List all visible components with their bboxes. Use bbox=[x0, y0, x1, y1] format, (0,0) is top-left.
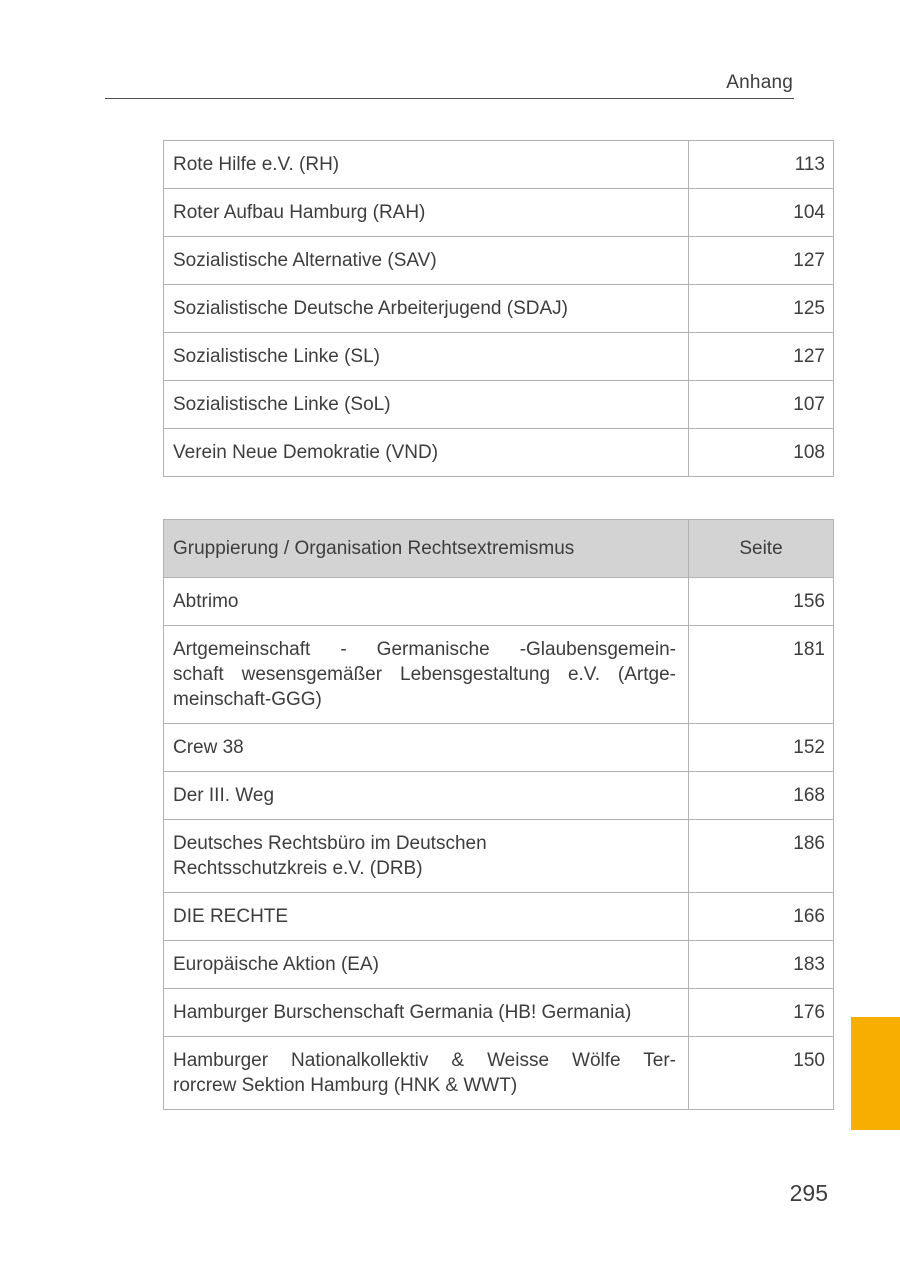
org-name-cell: Hamburger Nationalkollektiv & Weisse Wöl… bbox=[163, 1036, 689, 1110]
org-name-line: schaft wesensgemäßer Lebensgestaltung e.… bbox=[173, 664, 676, 685]
page-ref-cell: 181 bbox=[688, 625, 834, 724]
page-ref-cell: 176 bbox=[688, 988, 834, 1037]
table-row: Artgemeinschaft - Germanische -Glaubensg… bbox=[163, 625, 834, 724]
table-row: DIE RECHTE 166 bbox=[163, 892, 834, 941]
org-name-cell: Hamburger Burschenschaft Germania (HB! G… bbox=[163, 988, 689, 1037]
org-name-cell: Sozialistische Linke (SoL) bbox=[163, 380, 689, 429]
org-name-cell: Artgemeinschaft - Germanische -Glaubensg… bbox=[163, 625, 689, 724]
page-ref-cell: 186 bbox=[688, 819, 834, 893]
org-name-cell: Sozialistische Linke (SL) bbox=[163, 332, 689, 381]
column-header-gruppierung: Gruppierung / Organisation Rechtsextremi… bbox=[163, 519, 689, 578]
page-ref-cell: 108 bbox=[688, 428, 834, 477]
org-name-cell: Der III. Weg bbox=[163, 771, 689, 820]
org-name-cell: Sozialistische Deutsche Arbeiterjugend (… bbox=[163, 284, 689, 333]
page-ref-cell: 125 bbox=[688, 284, 834, 333]
page-ref-cell: 150 bbox=[688, 1036, 834, 1110]
org-name-cell: Rote Hilfe e.V. (RH) bbox=[163, 140, 689, 189]
table-row: Verein Neue Demokratie (VND) 108 bbox=[163, 428, 834, 477]
table-row: Europäische Aktion (EA) 183 bbox=[163, 940, 834, 989]
org-name-cell: DIE RECHTE bbox=[163, 892, 689, 941]
table-row: Sozialistische Linke (SoL) 107 bbox=[163, 380, 834, 429]
page-ref-cell: 152 bbox=[688, 723, 834, 772]
page-ref-cell: 166 bbox=[688, 892, 834, 941]
table-row: Sozialistische Linke (SL) 127 bbox=[163, 332, 834, 381]
table-row: Sozialistische Alternative (SAV) 127 bbox=[163, 236, 834, 285]
org-name-line: meinschaft-GGG) bbox=[173, 689, 322, 710]
table-linksextremismus: Rote Hilfe e.V. (RH) 113 Roter Aufbau Ha… bbox=[163, 140, 834, 477]
running-header: Anhang bbox=[726, 72, 793, 93]
page-ref-cell: 168 bbox=[688, 771, 834, 820]
table-row: Hamburger Nationalkollektiv & Weisse Wöl… bbox=[163, 1036, 834, 1110]
page-number: 295 bbox=[789, 1180, 828, 1206]
table-row: Hamburger Burschenschaft Germania (HB! G… bbox=[163, 988, 834, 1037]
page-ref-cell: 107 bbox=[688, 380, 834, 429]
table-row: Rote Hilfe e.V. (RH) 113 bbox=[163, 140, 834, 189]
org-name-line: Hamburger Nationalkollektiv & Weisse Wöl… bbox=[173, 1050, 676, 1071]
page-ref-cell: 156 bbox=[688, 577, 834, 626]
org-name-line: Artgemeinschaft - Germanische -Glaubensg… bbox=[173, 639, 676, 660]
org-name-line: Deutsches Rechtsbüro im Deutschen bbox=[173, 833, 487, 854]
table-rechtsextremismus: Gruppierung / Organisation Rechtsextremi… bbox=[163, 519, 834, 1110]
page-ref-cell: 127 bbox=[688, 236, 834, 285]
org-name-line: rorcrew Sektion Hamburg (HNK & WWT) bbox=[173, 1075, 518, 1096]
org-name-cell: Abtrimo bbox=[163, 577, 689, 626]
table-row: Crew 38 152 bbox=[163, 723, 834, 772]
table-row: Deutsches Rechtsbüro im Deutschen Rechts… bbox=[163, 819, 834, 893]
org-name-line: Rechtsschutzkreis e.V. (DRB) bbox=[173, 858, 423, 879]
page-ref-cell: 127 bbox=[688, 332, 834, 381]
org-name-cell: Europäische Aktion (EA) bbox=[163, 940, 689, 989]
page-ref-cell: 104 bbox=[688, 188, 834, 237]
page-ref-cell: 113 bbox=[688, 140, 834, 189]
table-row: Der III. Weg 168 bbox=[163, 771, 834, 820]
org-name-cell: Sozialistische Alternative (SAV) bbox=[163, 236, 689, 285]
org-name-cell: Crew 38 bbox=[163, 723, 689, 772]
page-ref-cell: 183 bbox=[688, 940, 834, 989]
table-row: Roter Aufbau Hamburg (RAH) 104 bbox=[163, 188, 834, 237]
org-name-cell: Verein Neue Demokratie (VND) bbox=[163, 428, 689, 477]
org-name-cell: Deutsches Rechtsbüro im Deutschen Rechts… bbox=[163, 819, 689, 893]
table-row: Abtrimo 156 bbox=[163, 577, 834, 626]
table-row: Sozialistische Deutsche Arbeiterjugend (… bbox=[163, 284, 834, 333]
header-rule bbox=[105, 98, 794, 99]
column-header-seite: Seite bbox=[688, 519, 834, 578]
org-name-cell: Roter Aufbau Hamburg (RAH) bbox=[163, 188, 689, 237]
chapter-tab-marker bbox=[851, 1017, 900, 1130]
table-header-row: Gruppierung / Organisation Rechtsextremi… bbox=[163, 519, 834, 578]
